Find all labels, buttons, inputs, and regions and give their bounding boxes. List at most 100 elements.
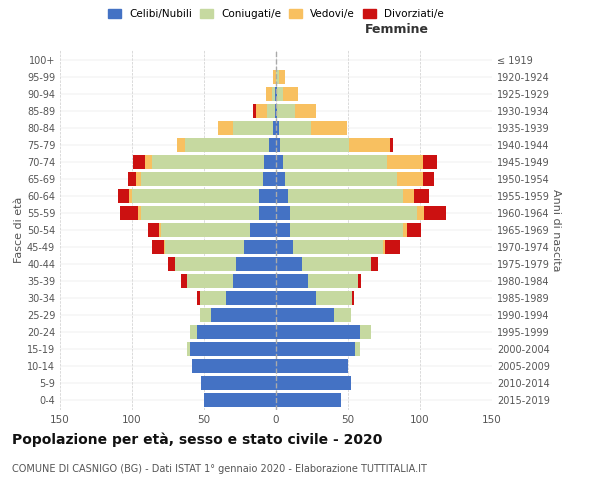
Y-axis label: Anni di nascita: Anni di nascita	[551, 188, 561, 271]
Bar	[283, 155, 387, 169]
Bar	[277, 87, 283, 101]
Bar	[121, 206, 138, 220]
Bar	[311, 121, 347, 135]
Bar	[140, 172, 263, 186]
Bar	[276, 240, 293, 254]
Bar	[276, 189, 287, 203]
Bar	[187, 274, 233, 288]
Bar	[276, 121, 279, 135]
Bar	[276, 308, 334, 322]
Bar	[259, 189, 276, 203]
Bar	[152, 240, 164, 254]
Bar	[275, 87, 276, 101]
Bar	[414, 189, 428, 203]
Bar	[334, 308, 351, 322]
Bar	[204, 393, 276, 407]
Bar	[265, 155, 276, 169]
Bar	[349, 138, 390, 152]
Bar	[197, 325, 276, 339]
Bar	[276, 393, 341, 407]
Bar	[276, 376, 351, 390]
Bar	[276, 138, 280, 152]
Bar	[403, 223, 407, 237]
Bar	[268, 104, 275, 118]
Bar	[359, 325, 371, 339]
Bar	[138, 206, 140, 220]
Bar	[190, 325, 197, 339]
Bar	[201, 376, 276, 390]
Bar	[200, 291, 226, 305]
Legend: Celibi/Nubili, Coniugati/e, Vedovi/e, Divorziati/e: Celibi/Nubili, Coniugati/e, Vedovi/e, Di…	[104, 5, 448, 24]
Bar	[259, 206, 276, 220]
Bar	[283, 87, 298, 101]
Bar	[423, 155, 437, 169]
Bar	[276, 87, 277, 101]
Bar	[383, 240, 385, 254]
Bar	[233, 274, 276, 288]
Bar	[185, 138, 269, 152]
Bar	[133, 155, 145, 169]
Bar	[269, 138, 276, 152]
Bar	[371, 257, 378, 271]
Bar	[295, 104, 316, 118]
Bar	[276, 359, 348, 373]
Bar	[407, 223, 421, 237]
Bar	[275, 104, 276, 118]
Bar	[136, 172, 140, 186]
Bar	[280, 138, 349, 152]
Bar	[316, 291, 352, 305]
Bar	[279, 70, 284, 84]
Bar	[256, 104, 268, 118]
Bar	[187, 342, 190, 356]
Bar	[165, 240, 244, 254]
Bar	[168, 257, 175, 271]
Bar	[263, 172, 276, 186]
Bar	[276, 342, 355, 356]
Bar	[308, 274, 358, 288]
Bar	[417, 206, 424, 220]
Bar	[161, 223, 250, 237]
Bar	[302, 257, 371, 271]
Bar	[190, 342, 276, 356]
Bar	[152, 155, 265, 169]
Bar	[276, 172, 284, 186]
Bar	[145, 155, 152, 169]
Bar	[358, 274, 361, 288]
Bar	[276, 104, 277, 118]
Bar	[233, 121, 273, 135]
Text: COMUNE DI CASNIGO (BG) - Dati ISTAT 1° gennaio 2020 - Elaborazione TUTTITALIA.IT: COMUNE DI CASNIGO (BG) - Dati ISTAT 1° g…	[12, 464, 427, 474]
Bar	[352, 291, 354, 305]
Bar	[277, 104, 295, 118]
Bar	[250, 223, 276, 237]
Bar	[397, 172, 423, 186]
Bar	[276, 325, 359, 339]
Bar	[176, 138, 185, 152]
Bar	[273, 70, 276, 84]
Bar	[385, 240, 400, 254]
Bar	[273, 121, 276, 135]
Bar	[424, 206, 446, 220]
Bar	[253, 104, 256, 118]
Bar	[197, 291, 200, 305]
Bar	[266, 87, 272, 101]
Bar	[175, 257, 236, 271]
Bar	[128, 172, 136, 186]
Text: Popolazione per età, sesso e stato civile - 2020: Popolazione per età, sesso e stato civil…	[12, 432, 382, 447]
Bar	[211, 308, 276, 322]
Bar	[290, 223, 403, 237]
Bar	[272, 87, 275, 101]
Bar	[276, 155, 283, 169]
Bar	[226, 291, 276, 305]
Bar	[390, 138, 392, 152]
Bar	[218, 121, 233, 135]
Bar	[140, 206, 259, 220]
Text: Femmine: Femmine	[365, 22, 429, 36]
Bar	[118, 189, 129, 203]
Bar	[293, 240, 383, 254]
Bar	[284, 172, 397, 186]
Bar	[181, 274, 187, 288]
Bar	[276, 223, 290, 237]
Bar	[148, 223, 160, 237]
Bar	[200, 308, 211, 322]
Bar	[276, 70, 279, 84]
